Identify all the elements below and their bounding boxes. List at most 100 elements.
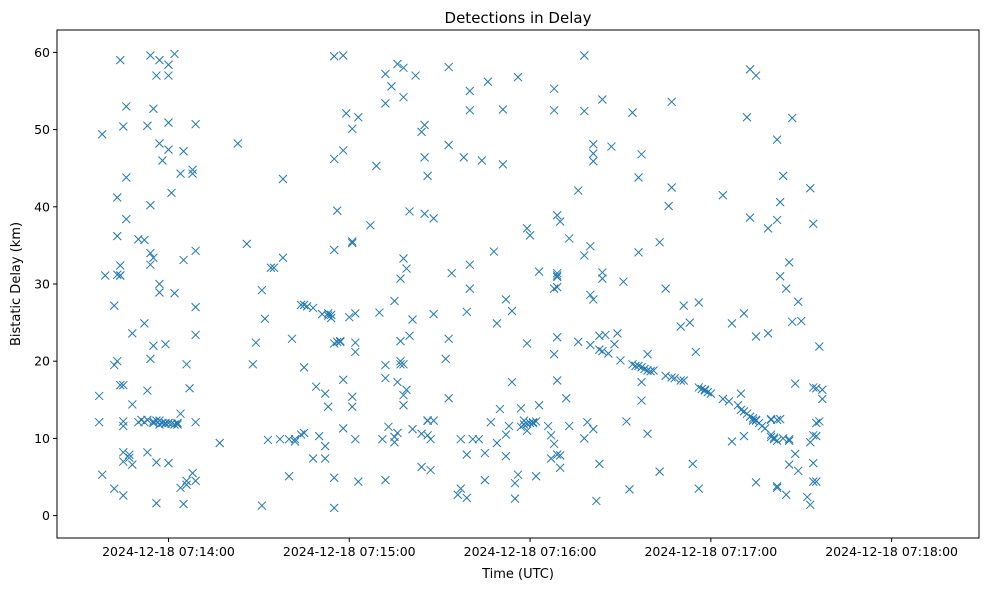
data-point — [622, 417, 631, 426]
data-point — [814, 342, 824, 351]
data-point — [772, 436, 782, 446]
data-point — [112, 270, 122, 280]
data-point — [164, 458, 173, 468]
data-point — [338, 375, 348, 385]
data-point — [582, 417, 592, 427]
data-point — [152, 71, 161, 80]
data-point — [118, 380, 128, 390]
data-point — [694, 383, 704, 392]
data-point — [266, 263, 276, 273]
data-point — [140, 235, 149, 245]
data-point — [772, 481, 782, 491]
data-point — [347, 237, 357, 246]
data-point — [390, 437, 399, 447]
data-point — [817, 385, 827, 395]
data-point — [745, 213, 755, 222]
data-point — [308, 303, 318, 313]
data-point — [399, 92, 408, 102]
data-point — [549, 105, 559, 115]
data-point — [269, 263, 279, 273]
data-point — [429, 416, 438, 426]
data-point — [441, 354, 451, 364]
data-point — [167, 188, 176, 198]
data-point — [649, 366, 658, 375]
data-point — [387, 82, 396, 91]
data-point — [525, 418, 535, 428]
data-point — [164, 145, 173, 155]
data-point — [109, 301, 119, 310]
data-point — [598, 268, 607, 277]
data-point — [188, 165, 197, 175]
data-point — [396, 274, 405, 283]
data-point — [465, 284, 475, 293]
data-point — [146, 354, 155, 364]
data-point — [155, 55, 164, 65]
data-point — [429, 214, 438, 223]
data-point — [405, 207, 414, 216]
data-point — [513, 72, 523, 82]
data-point — [155, 279, 164, 289]
data-point — [164, 118, 173, 127]
data-point — [808, 383, 818, 392]
data-point — [522, 339, 532, 348]
data-point — [152, 416, 161, 426]
data-point — [579, 106, 589, 116]
data-point — [143, 447, 152, 457]
data-point — [598, 95, 607, 104]
y-tick-label: 20 — [34, 354, 50, 369]
data-point — [378, 434, 387, 444]
data-point — [462, 450, 472, 459]
data-point — [510, 478, 520, 488]
data-point — [97, 470, 107, 480]
data-point — [127, 460, 137, 470]
data-point — [811, 383, 821, 393]
data-point — [329, 51, 339, 61]
data-point — [552, 332, 562, 342]
data-point — [176, 483, 185, 493]
data-point — [763, 329, 773, 338]
data-point — [811, 431, 821, 441]
data-point — [332, 337, 342, 347]
data-point — [146, 200, 155, 210]
data-point — [320, 454, 330, 463]
data-point — [775, 414, 785, 424]
data-point — [462, 307, 472, 317]
data-point — [344, 312, 354, 322]
data-point — [525, 231, 535, 240]
data-point — [646, 366, 655, 376]
data-point — [763, 224, 773, 233]
data-point — [552, 271, 562, 280]
data-point — [326, 313, 336, 323]
x-tick-label: 2024-12-18 07:15:00 — [283, 544, 416, 559]
data-point — [465, 260, 475, 270]
data-point — [350, 308, 360, 318]
data-point — [604, 349, 613, 358]
data-point — [420, 120, 429, 130]
data-point — [426, 465, 435, 475]
data-point — [350, 347, 360, 357]
data-point — [772, 135, 782, 144]
data-point — [637, 363, 646, 372]
data-point — [805, 183, 815, 193]
data-point — [381, 69, 390, 79]
data-point — [173, 420, 182, 429]
data-point — [278, 253, 288, 263]
data-point — [516, 403, 526, 413]
data-point — [549, 439, 559, 449]
data-point — [555, 463, 565, 473]
data-point — [552, 450, 562, 459]
data-point — [329, 339, 339, 348]
data-point — [670, 373, 680, 383]
data-point — [94, 391, 104, 401]
data-point — [121, 102, 131, 111]
data-point — [115, 380, 125, 390]
data-point — [531, 417, 541, 426]
data-point — [549, 84, 559, 94]
data-point — [594, 345, 604, 354]
data-point — [585, 340, 595, 350]
data-point — [634, 247, 643, 257]
data-point — [338, 146, 348, 155]
data-point — [109, 484, 119, 493]
data-point — [191, 119, 200, 129]
